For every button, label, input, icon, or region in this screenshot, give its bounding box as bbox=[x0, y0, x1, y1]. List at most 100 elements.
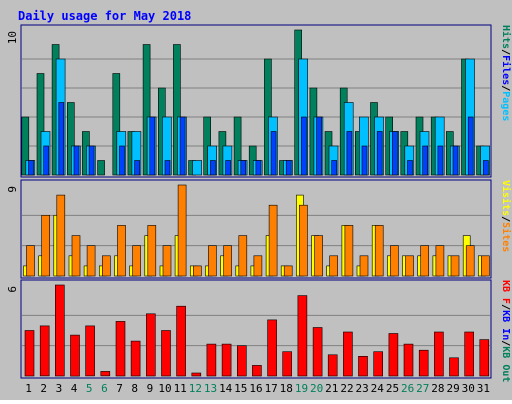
bar-pages-day-19 bbox=[301, 116, 307, 176]
bar-pages-day-2 bbox=[43, 145, 50, 176]
bar-kb-f-day-2 bbox=[39, 325, 50, 377]
bar-kb-f-day-24 bbox=[373, 351, 384, 377]
bar-pages-day-22 bbox=[346, 131, 353, 176]
bar-sites-day-2 bbox=[41, 215, 51, 277]
x-tick-label: 23 bbox=[355, 382, 368, 395]
bar-pages-day-8 bbox=[134, 160, 140, 176]
legend-item-kb-f: KB F bbox=[500, 280, 511, 304]
panel-legend: KB F/KB In/KB Out bbox=[500, 280, 511, 382]
bar-pages-day-20 bbox=[316, 116, 322, 176]
bar-sites-day-31 bbox=[480, 255, 490, 277]
bar-pages-day-17 bbox=[270, 131, 277, 176]
legend-item-pages: Pages bbox=[500, 91, 511, 121]
panel-max-label: 6 bbox=[6, 286, 19, 293]
x-tick-label: 7 bbox=[116, 382, 123, 395]
bar-kb-f-day-28 bbox=[434, 331, 444, 377]
x-tick-label: 13 bbox=[204, 382, 217, 395]
bar-sites-day-7 bbox=[117, 225, 126, 277]
bar-pages-day-3 bbox=[58, 102, 65, 176]
bar-hits-day-1 bbox=[21, 116, 30, 176]
x-tick-label: 29 bbox=[446, 382, 459, 395]
panel-max-label: 9 bbox=[6, 186, 19, 193]
legend-item-sites: Sites bbox=[500, 222, 512, 252]
bar-sites-day-28 bbox=[435, 245, 445, 277]
bar-kb-f-day-25 bbox=[388, 333, 399, 377]
bar-sites-day-12 bbox=[193, 265, 202, 277]
bar-pages-day-1 bbox=[28, 160, 34, 176]
bar-kb-f-day-22 bbox=[343, 331, 353, 377]
bar-hits-day-4 bbox=[67, 102, 75, 176]
bar-sites-day-18 bbox=[283, 265, 293, 277]
legend-text: KB F/KB In/KB Out bbox=[500, 280, 511, 382]
bar-kb-f-day-26 bbox=[403, 343, 414, 377]
bar-pages-day-14 bbox=[225, 160, 231, 176]
x-tick-label: 25 bbox=[386, 382, 399, 395]
x-tick-label: 22 bbox=[340, 382, 353, 395]
bar-pages-day-21 bbox=[331, 160, 338, 176]
bar-sites-day-14 bbox=[223, 245, 232, 277]
x-tick-label: 30 bbox=[462, 382, 475, 395]
bar-hits-day-7 bbox=[112, 73, 121, 176]
bar-pages-day-23 bbox=[361, 145, 368, 176]
x-tick-label: 5 bbox=[86, 382, 93, 395]
bar-sites-day-10 bbox=[162, 245, 172, 277]
legend-item-kb-out: KB Out bbox=[500, 346, 511, 382]
bar-sites-day-9 bbox=[147, 225, 157, 277]
x-tick-label: 1 bbox=[25, 382, 32, 395]
bar-pages-day-7 bbox=[119, 145, 125, 176]
bar-kb-f-day-30 bbox=[464, 331, 475, 377]
legend-separator: / bbox=[500, 216, 511, 222]
bar-sites-day-13 bbox=[208, 245, 217, 277]
bar-sites-day-1 bbox=[26, 245, 35, 277]
bar-sites-day-16 bbox=[253, 255, 263, 277]
legend-separator: / bbox=[500, 85, 511, 91]
bar-kb-f-day-13 bbox=[206, 343, 217, 377]
legend-separator: / bbox=[500, 304, 511, 310]
bar-kb-f-day-19 bbox=[297, 295, 308, 377]
bar-sites-day-11 bbox=[177, 184, 187, 277]
panel-frame bbox=[20, 24, 492, 178]
panel-max-label: 10 bbox=[6, 31, 19, 44]
bar-sites-day-22 bbox=[344, 225, 354, 277]
bar-kb-f-day-10 bbox=[161, 330, 171, 377]
x-tick-label: 16 bbox=[249, 382, 262, 395]
x-tick-label: 8 bbox=[131, 382, 138, 395]
panel-1: 10 Hits/Files/Pages bbox=[6, 24, 512, 178]
bar-kb-f-day-31 bbox=[479, 339, 490, 377]
x-tick-label: 3 bbox=[56, 382, 63, 395]
bar-kb-f-day-4 bbox=[70, 334, 80, 377]
x-axis-labels: 1 2 3 4 5 6 7 8 9 10 11 12 13 14 15 16 17 18 19 20 21 22 23 24 2… bbox=[25, 382, 490, 395]
legend-separator: / bbox=[500, 340, 511, 346]
bar-kb-f-day-18 bbox=[282, 351, 293, 377]
bar-kb-f-day-21 bbox=[327, 354, 338, 377]
bar-sites-day-20 bbox=[314, 235, 323, 277]
legend-item-hits: Hits bbox=[500, 25, 512, 49]
bar-pages-day-13 bbox=[210, 160, 216, 176]
bar-kb-f-day-17 bbox=[267, 319, 277, 377]
legend-text: Visits/Sites bbox=[500, 180, 512, 252]
x-tick-label: 31 bbox=[477, 382, 490, 395]
panel-2: 9 Visits/Sites bbox=[6, 179, 512, 279]
bar-pages-day-9 bbox=[149, 116, 156, 176]
bar-pages-day-5 bbox=[88, 145, 95, 176]
bar-kb-f-day-8 bbox=[130, 340, 141, 377]
panel-legend: Hits/Files/Pages bbox=[500, 25, 512, 121]
bar-pages-day-10 bbox=[164, 160, 171, 176]
bar-kb-f-day-7 bbox=[115, 321, 126, 377]
bar-sites-day-3 bbox=[56, 194, 66, 277]
bar-pages-day-16 bbox=[255, 160, 262, 176]
bar-sites-day-6 bbox=[102, 255, 111, 277]
bar-pages-day-31 bbox=[482, 160, 489, 176]
bar-hits-day-11 bbox=[173, 44, 181, 176]
bar-sites-day-26 bbox=[405, 255, 414, 277]
panel-3: 6 KB F/KB In/KB Out bbox=[6, 279, 511, 382]
bar-sites-day-29 bbox=[450, 255, 460, 277]
legend-item-kb-in: KB In bbox=[500, 310, 511, 340]
bar-kb-f-day-20 bbox=[312, 327, 323, 377]
bar-sites-day-25 bbox=[390, 245, 399, 277]
legend-separator: / bbox=[500, 49, 511, 55]
bar-pages-day-25 bbox=[392, 131, 398, 176]
bar-hits-day-9 bbox=[142, 44, 151, 176]
